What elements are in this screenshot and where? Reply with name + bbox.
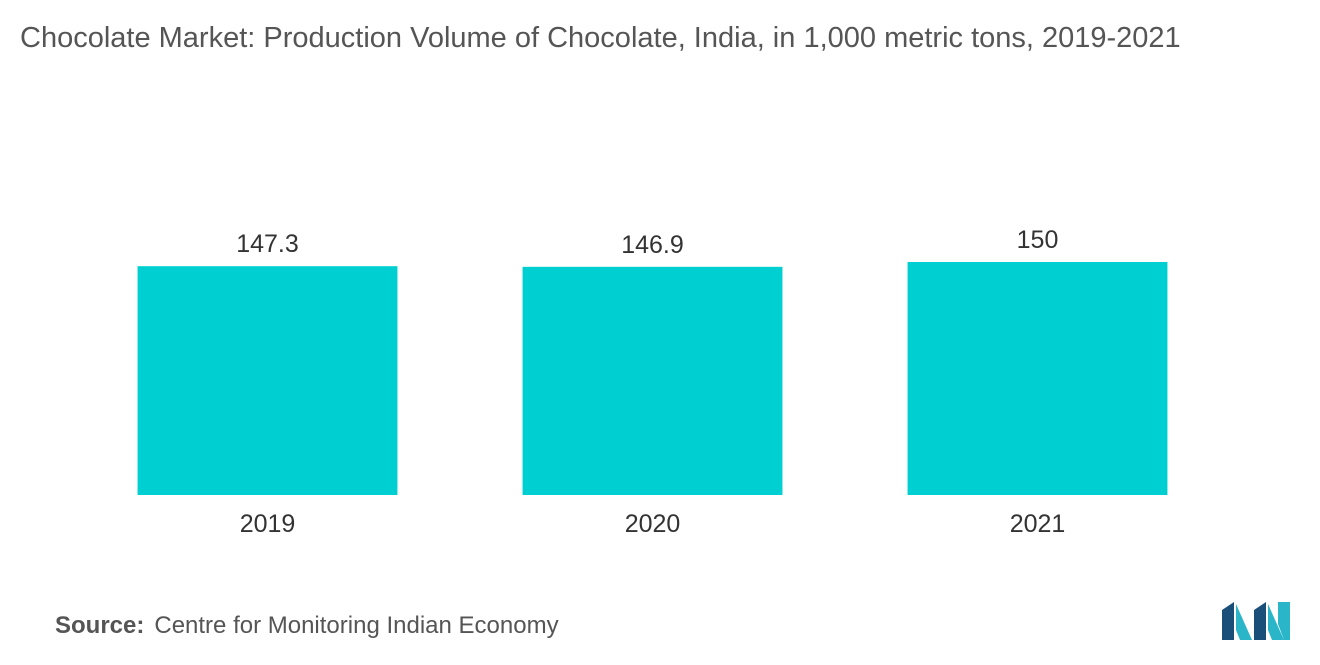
- value-label-2020: 146.9: [621, 231, 684, 259]
- source-note: Source: Centre for Monitoring Indian Econ…: [55, 612, 559, 640]
- bars-group: [137, 262, 1168, 495]
- source-text: Centre for Monitoring Indian Economy: [154, 612, 559, 639]
- bar-2019: [137, 266, 398, 495]
- bar-2021: [907, 262, 1168, 495]
- value-labels-group: 147.3 146.9 150: [236, 226, 1058, 259]
- chart-title: Chocolate Market: Production Volume of C…: [20, 22, 1181, 54]
- bar-2020: [522, 266, 783, 495]
- x-tick-label-2020: 2020: [625, 510, 681, 538]
- source-label: Source:: [55, 612, 145, 639]
- x-axis-tick-labels: 2019 2020 2021: [240, 510, 1066, 538]
- x-tick-label-2021: 2021: [1010, 510, 1066, 538]
- value-label-2019: 147.3: [236, 230, 299, 258]
- value-label-2021: 150: [1017, 226, 1059, 254]
- bar-chart: 147.3 146.9 150 2019 2020 2021: [137, 226, 1168, 538]
- mordor-intelligence-logo-icon: [1222, 602, 1290, 640]
- x-tick-label-2019: 2019: [240, 510, 296, 538]
